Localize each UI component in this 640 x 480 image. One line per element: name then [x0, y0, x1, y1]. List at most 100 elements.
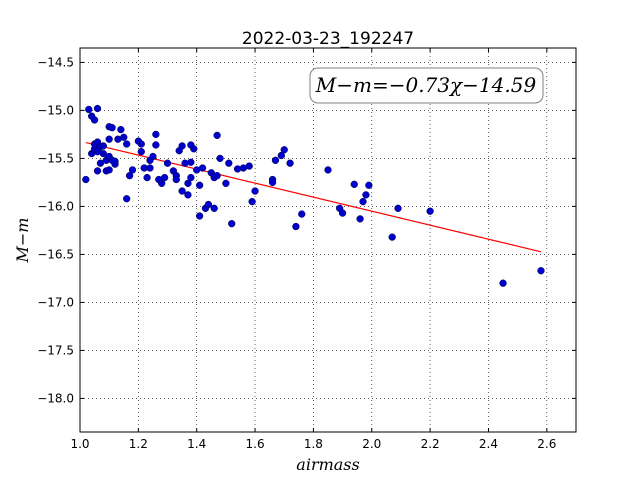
data-point [324, 166, 332, 174]
y-tick-labels: −14.5 −15.0 −15.5 −16.0 −16.5 −17.0 −17.5 −18.0 [37, 55, 74, 405]
data-point [152, 130, 160, 139]
axis-ticks [79, 48, 576, 432]
y-tick-label: −17.5 [37, 343, 74, 357]
data-point [222, 179, 230, 188]
fit-equation: M−m=−0.73χ−14.59 [315, 73, 537, 97]
data-point [350, 180, 358, 188]
data-point [248, 197, 256, 206]
data-point [99, 149, 107, 158]
data-point [125, 172, 134, 180]
data-point [96, 159, 105, 167]
data-point [338, 209, 347, 217]
data-point [105, 166, 113, 174]
data-points [82, 104, 545, 287]
data-point [184, 191, 192, 199]
data-point [163, 159, 172, 167]
data-point [93, 167, 102, 175]
data-point [292, 222, 300, 231]
y-axis-label: M−m [13, 218, 32, 264]
data-point [143, 173, 151, 182]
data-point [178, 142, 186, 150]
data-point [268, 178, 277, 187]
fit-line-group [85, 141, 542, 253]
x-tick-label: 1.8 [304, 437, 323, 451]
data-point [146, 164, 154, 172]
data-point [190, 145, 198, 153]
x-axis-label: airmass [296, 455, 359, 474]
data-point [356, 215, 364, 223]
data-point [286, 159, 294, 167]
data-point [111, 157, 119, 165]
data-point [271, 156, 280, 164]
chart-title: 2022-03-23_192247 [242, 29, 414, 49]
data-point [160, 173, 169, 182]
data-point [388, 233, 396, 241]
y-tick-label: −15.0 [37, 103, 74, 117]
fit-line [85, 141, 542, 253]
data-point [280, 146, 288, 154]
y-tick-label: −16.5 [37, 247, 74, 261]
data-point [210, 204, 218, 212]
x-tick-labels: 1.0 1.2 1.4 1.6 1.8 2.0 2.2 2.4 2.6 [70, 437, 556, 451]
x-tick-label: 1.2 [129, 437, 148, 451]
data-point [105, 135, 113, 143]
data-point [123, 140, 131, 148]
data-point [195, 212, 204, 220]
y-tick-label: −17.0 [37, 295, 74, 309]
data-point [537, 267, 545, 275]
data-point [225, 159, 233, 167]
data-point [184, 179, 192, 188]
data-point [172, 175, 180, 184]
data-point [85, 105, 93, 114]
plot-area [80, 48, 576, 432]
x-tick-label: 1.6 [246, 437, 265, 451]
data-point [137, 148, 145, 156]
data-point [123, 195, 131, 203]
data-point [149, 152, 157, 161]
data-point [93, 104, 102, 113]
data-point [120, 133, 128, 141]
x-tick-label: 2.0 [362, 437, 381, 451]
data-point [426, 207, 434, 215]
y-tick-label: −16.0 [37, 199, 74, 213]
data-point [90, 116, 99, 124]
data-point [99, 142, 107, 150]
y-tick-label: −15.5 [37, 151, 74, 165]
data-point [213, 172, 221, 180]
data-point [187, 158, 195, 166]
data-point [228, 220, 236, 228]
data-point [152, 141, 160, 149]
x-tick-label: 1.4 [187, 437, 206, 451]
y-tick-label: −14.5 [37, 55, 74, 69]
x-tick-label: 2.4 [479, 437, 498, 451]
data-point [394, 204, 402, 212]
data-point [216, 154, 224, 163]
data-point [137, 140, 145, 148]
data-point [128, 166, 137, 174]
y-tick-label: −18.0 [37, 391, 74, 405]
data-point [213, 131, 221, 140]
data-point [178, 187, 186, 195]
data-point [108, 124, 116, 132]
plot-frame [79, 47, 577, 433]
data-point [198, 164, 207, 172]
data-point [82, 175, 90, 184]
data-point [117, 125, 125, 134]
x-tick-label: 1.0 [70, 437, 89, 451]
data-point [359, 197, 367, 206]
data-point [204, 200, 213, 209]
x-tick-label: 2.2 [421, 437, 440, 451]
annotation-box: M−m=−0.73χ−14.59 [309, 67, 544, 104]
annotation-frame [309, 67, 544, 104]
data-point [298, 210, 306, 218]
x-tick-label: 2.6 [537, 437, 556, 451]
data-point [187, 173, 195, 182]
data-point [251, 187, 259, 195]
data-point [195, 181, 204, 189]
data-point [245, 162, 253, 170]
data-point [158, 179, 166, 188]
data-point [365, 181, 373, 189]
data-point [277, 151, 285, 160]
data-point [362, 191, 370, 199]
